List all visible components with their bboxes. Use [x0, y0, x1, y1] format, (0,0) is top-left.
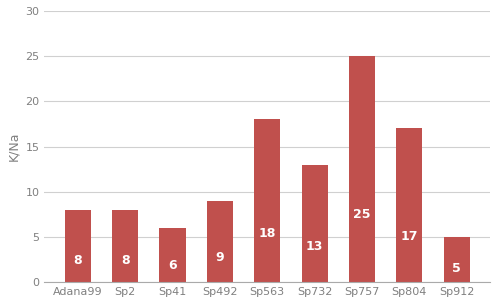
Text: 18: 18 [258, 227, 276, 240]
Text: 8: 8 [121, 254, 129, 267]
Text: 6: 6 [168, 259, 177, 272]
Text: 25: 25 [353, 208, 371, 221]
Text: 17: 17 [401, 230, 418, 243]
Text: 13: 13 [306, 240, 324, 254]
Y-axis label: K/Na: K/Na [7, 132, 20, 161]
Bar [160, 228, 185, 282]
Bar [349, 56, 375, 282]
Bar [112, 210, 138, 282]
Bar [254, 119, 280, 282]
Bar [444, 237, 470, 282]
Bar [397, 129, 422, 282]
Bar [302, 165, 328, 282]
Bar [207, 201, 233, 282]
Text: 9: 9 [216, 251, 224, 264]
Bar [65, 210, 91, 282]
Text: 8: 8 [74, 254, 82, 267]
Text: 5: 5 [452, 262, 461, 275]
